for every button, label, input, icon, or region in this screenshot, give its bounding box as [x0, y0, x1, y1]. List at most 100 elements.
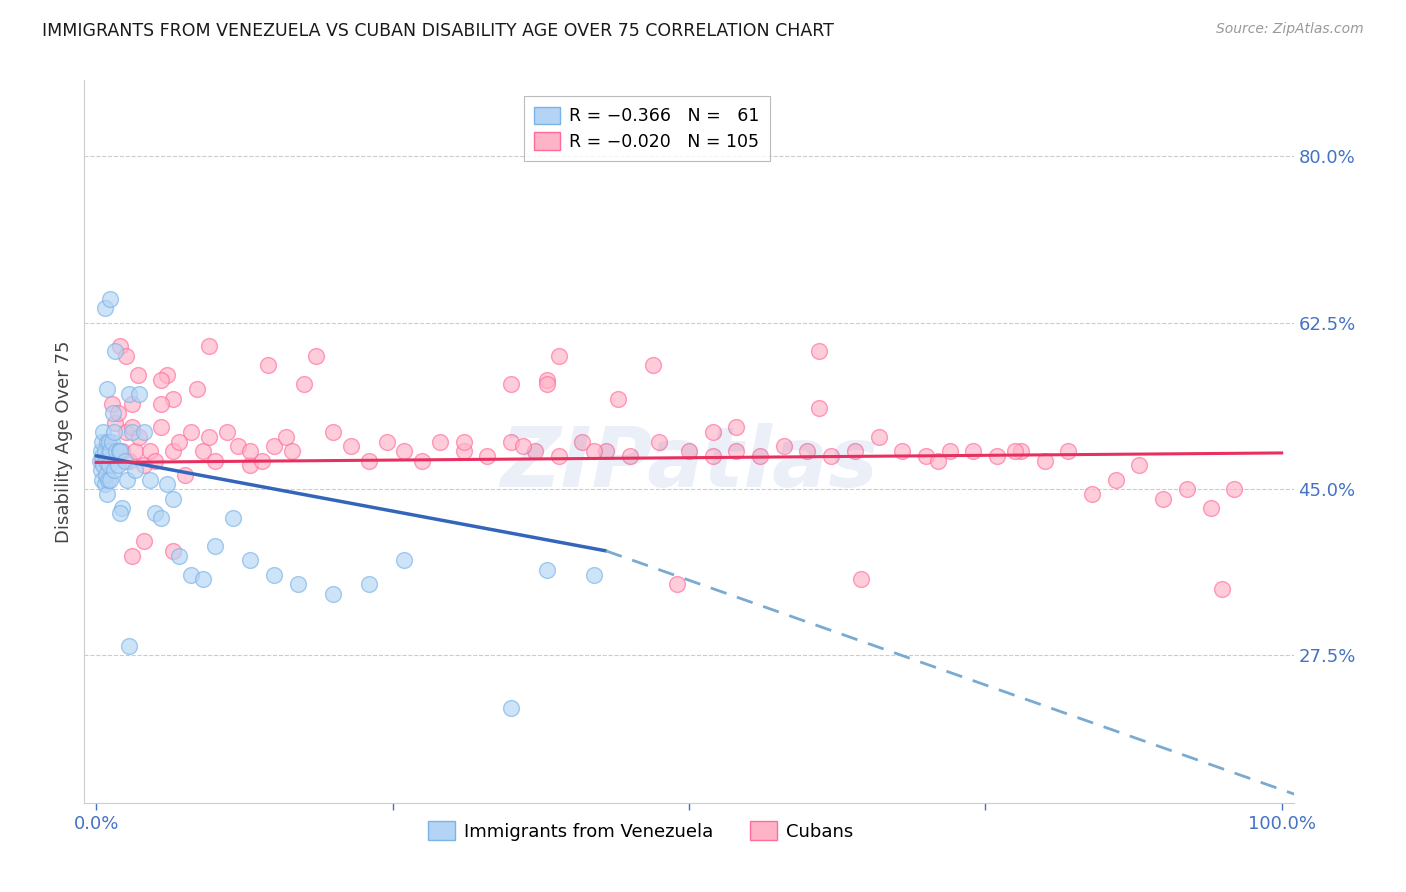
Point: [702, 425, 724, 439]
Point: [453, 434, 475, 449]
Point: [162, 544, 184, 558]
Point: [115, 425, 138, 439]
Point: [105, 444, 128, 458]
Legend: Immigrants from Venezuela, Cubans: Immigrants from Venezuela, Cubans: [420, 814, 860, 848]
Point: [180, 425, 202, 439]
Point: [666, 577, 689, 591]
Y-axis label: Disability Age Over 75: Disability Age Over 75: [55, 340, 73, 543]
Point: [174, 467, 197, 482]
Point: [1175, 482, 1198, 496]
Point: [97, 473, 120, 487]
Point: [501, 377, 523, 392]
Point: [103, 463, 125, 477]
Point: [583, 567, 606, 582]
Point: [121, 396, 143, 410]
Point: [156, 368, 179, 382]
Point: [536, 563, 558, 577]
Text: IMMIGRANTS FROM VENEZUELA VS CUBAN DISABILITY AGE OVER 75 CORRELATION CHART: IMMIGRANTS FROM VENEZUELA VS CUBAN DISAB…: [42, 22, 834, 40]
Point: [340, 439, 363, 453]
Point: [547, 449, 569, 463]
Point: [162, 392, 184, 406]
Point: [1057, 444, 1080, 458]
Point: [281, 444, 304, 458]
Point: [453, 444, 475, 458]
Point: [411, 453, 433, 467]
Point: [167, 549, 190, 563]
Point: [606, 392, 628, 406]
Point: [156, 477, 179, 491]
Point: [118, 639, 141, 653]
Point: [91, 434, 114, 449]
Point: [643, 359, 665, 373]
Text: Source: ZipAtlas.com: Source: ZipAtlas.com: [1216, 22, 1364, 37]
Point: [103, 425, 125, 439]
Point: [357, 453, 380, 467]
Point: [121, 425, 143, 439]
Point: [138, 473, 160, 487]
Point: [186, 382, 208, 396]
Point: [97, 434, 120, 449]
Point: [121, 420, 143, 434]
Point: [93, 301, 115, 316]
Point: [121, 549, 143, 563]
Point: [91, 473, 114, 487]
Point: [108, 339, 131, 353]
Point: [725, 444, 748, 458]
Point: [1004, 444, 1026, 458]
Point: [145, 506, 167, 520]
Point: [725, 420, 748, 434]
Point: [127, 368, 149, 382]
Point: [868, 430, 890, 444]
Point: [891, 444, 914, 458]
Point: [1199, 501, 1222, 516]
Point: [108, 506, 131, 520]
Point: [91, 425, 114, 439]
Point: [523, 444, 546, 458]
Point: [150, 373, 173, 387]
Point: [94, 467, 117, 482]
Point: [927, 453, 949, 467]
Point: [96, 382, 118, 396]
Point: [749, 449, 772, 463]
Point: [150, 510, 173, 524]
Point: [477, 449, 499, 463]
Point: [91, 453, 114, 467]
Point: [150, 420, 173, 434]
Point: [1010, 444, 1032, 458]
Point: [304, 349, 326, 363]
Point: [849, 573, 872, 587]
Point: [91, 449, 114, 463]
Point: [239, 553, 262, 567]
Point: [180, 567, 202, 582]
Point: [124, 463, 146, 477]
Point: [128, 430, 150, 444]
Point: [619, 449, 641, 463]
Point: [1211, 582, 1233, 596]
Point: [104, 416, 127, 430]
Point: [90, 444, 112, 458]
Point: [96, 487, 118, 501]
Point: [287, 577, 309, 591]
Point: [292, 377, 315, 392]
Point: [124, 444, 146, 458]
Point: [1152, 491, 1174, 506]
Point: [1223, 482, 1246, 496]
Point: [239, 444, 262, 458]
Point: [501, 700, 523, 714]
Point: [90, 463, 112, 477]
Point: [322, 587, 344, 601]
Point: [678, 444, 700, 458]
Point: [138, 444, 160, 458]
Point: [107, 444, 129, 458]
Point: [583, 444, 606, 458]
Point: [1128, 458, 1150, 473]
Point: [204, 539, 226, 553]
Point: [94, 467, 117, 482]
Point: [322, 425, 344, 439]
Point: [118, 453, 141, 467]
Point: [215, 425, 238, 439]
Point: [263, 439, 285, 453]
Point: [91, 458, 114, 473]
Point: [111, 444, 134, 458]
Point: [228, 439, 250, 453]
